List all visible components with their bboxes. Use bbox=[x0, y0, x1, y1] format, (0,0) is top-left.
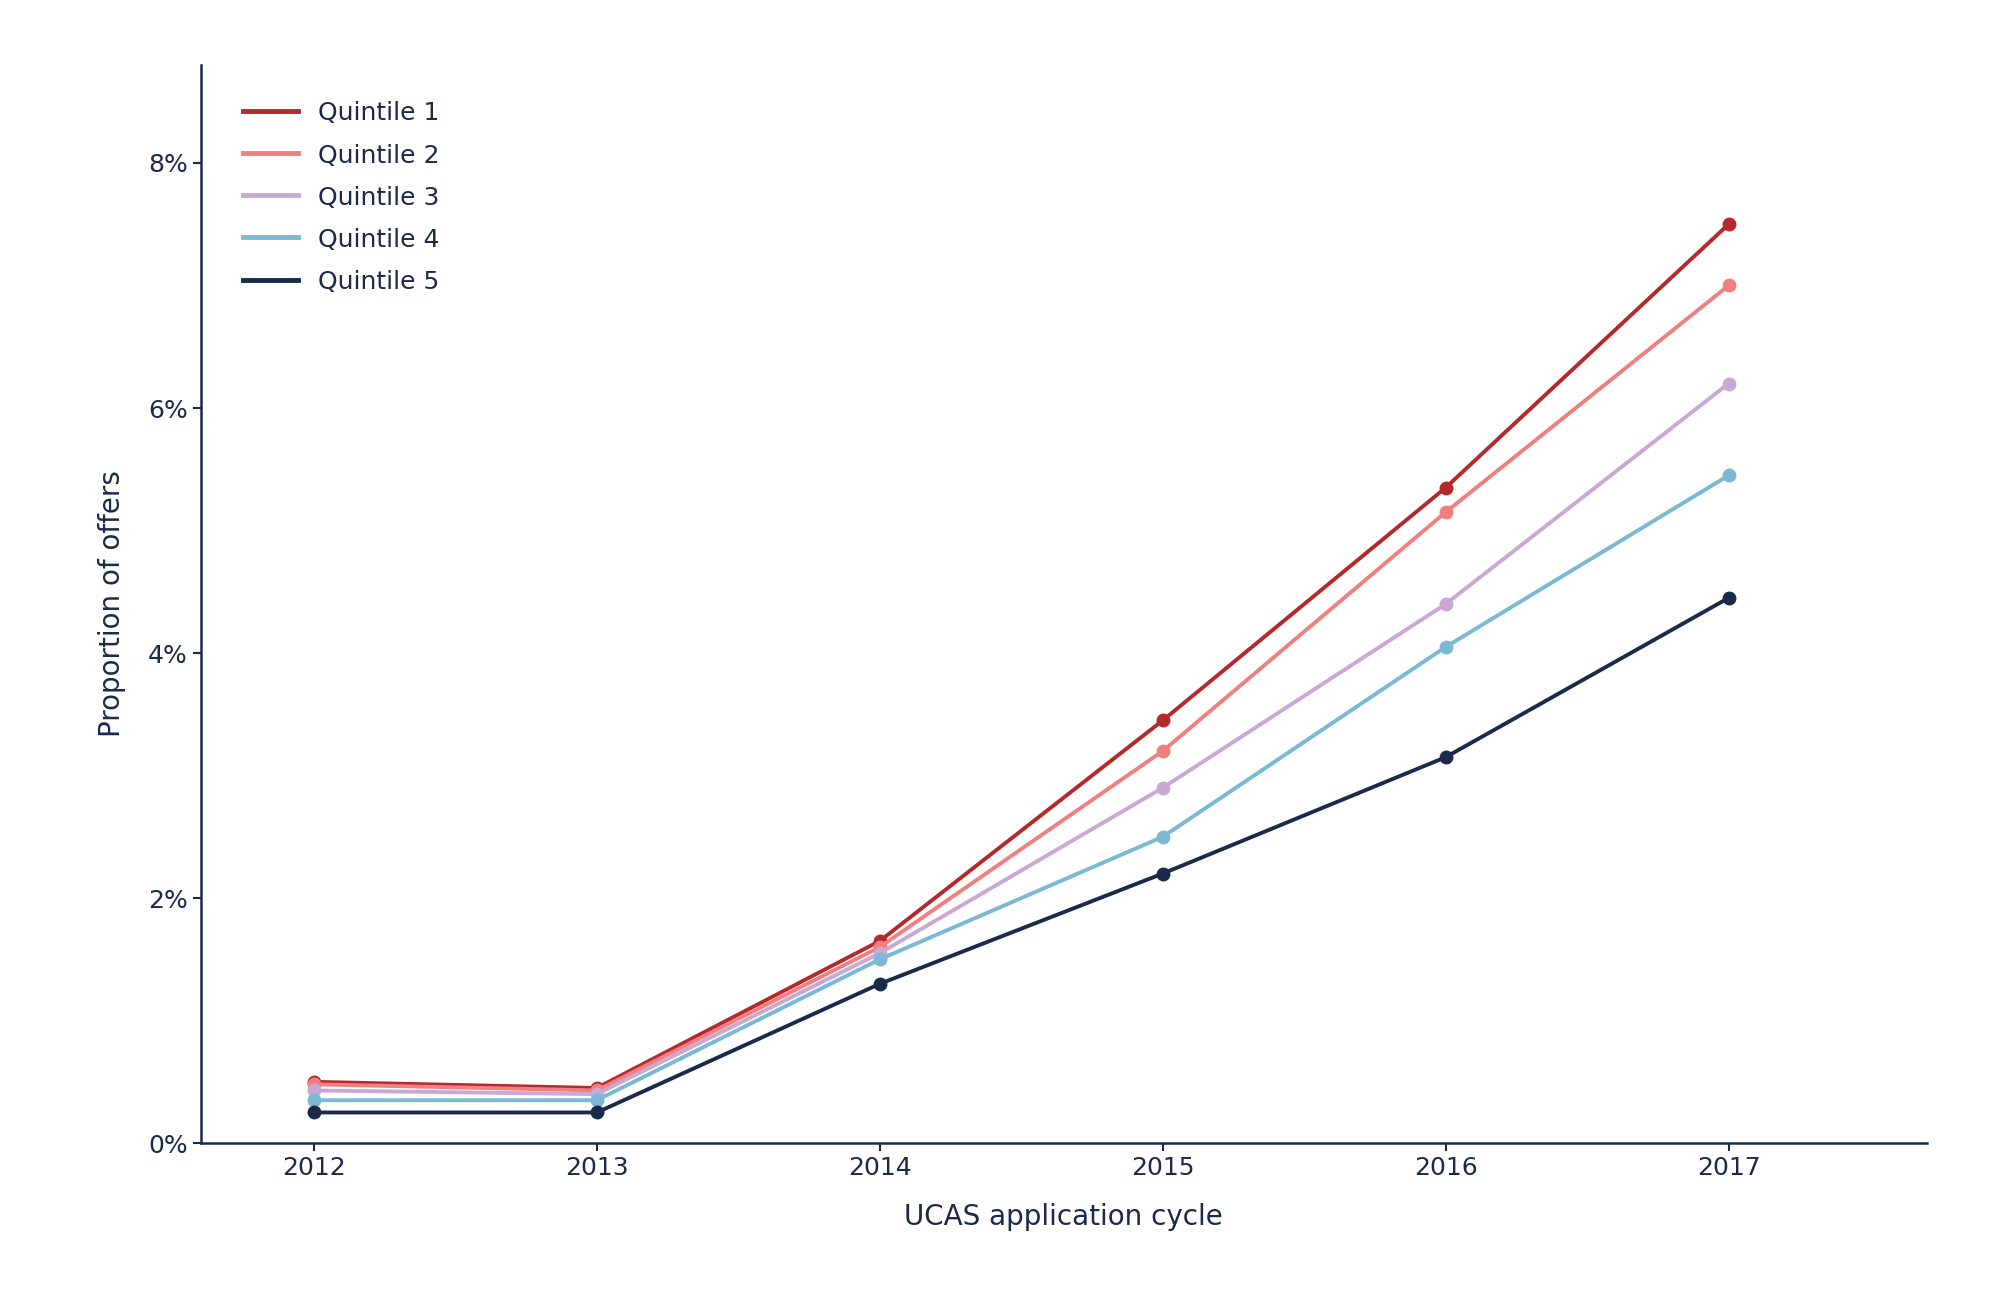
Quintile 5 bbox=[1150, 865, 1174, 881]
Y-axis label: Proportion of offers: Proportion of offers bbox=[98, 470, 126, 738]
Quintile 5 bbox=[301, 1104, 325, 1120]
Quintile 1 bbox=[301, 1074, 325, 1090]
Quintile 4 bbox=[584, 1092, 608, 1108]
Quintile 5 bbox=[867, 976, 891, 991]
Quintile 5 bbox=[1716, 590, 1740, 605]
X-axis label: UCAS application cycle: UCAS application cycle bbox=[905, 1203, 1222, 1230]
Quintile 3 bbox=[867, 946, 891, 961]
Quintile 3 bbox=[584, 1086, 608, 1102]
Line: Quintile 2: Quintile 2 bbox=[307, 279, 1734, 1096]
Quintile 4 bbox=[1433, 639, 1457, 655]
Quintile 4 bbox=[1150, 829, 1174, 844]
Quintile 2 bbox=[1433, 504, 1457, 520]
Quintile 4 bbox=[301, 1092, 325, 1108]
Quintile 2 bbox=[1716, 278, 1740, 294]
Quintile 1 bbox=[867, 933, 891, 948]
Legend: Quintile 1, Quintile 2, Quintile 3, Quintile 4, Quintile 5: Quintile 1, Quintile 2, Quintile 3, Quin… bbox=[231, 88, 452, 307]
Quintile 2 bbox=[301, 1077, 325, 1092]
Quintile 2 bbox=[1150, 743, 1174, 759]
Quintile 3 bbox=[1433, 596, 1457, 612]
Line: Quintile 5: Quintile 5 bbox=[307, 591, 1734, 1118]
Quintile 4 bbox=[1716, 468, 1740, 483]
Quintile 3 bbox=[301, 1082, 325, 1098]
Quintile 1 bbox=[1433, 479, 1457, 495]
Line: Quintile 4: Quintile 4 bbox=[307, 469, 1734, 1107]
Quintile 5 bbox=[584, 1104, 608, 1120]
Quintile 1 bbox=[584, 1081, 608, 1096]
Quintile 5 bbox=[1433, 750, 1457, 765]
Quintile 1 bbox=[1716, 217, 1740, 233]
Quintile 1 bbox=[1150, 713, 1174, 729]
Quintile 2 bbox=[584, 1082, 608, 1098]
Line: Quintile 3: Quintile 3 bbox=[307, 377, 1734, 1100]
Quintile 2 bbox=[867, 939, 891, 955]
Quintile 3 bbox=[1150, 779, 1174, 795]
Line: Quintile 1: Quintile 1 bbox=[307, 218, 1734, 1094]
Quintile 3 bbox=[1716, 375, 1740, 391]
Quintile 4 bbox=[867, 952, 891, 968]
